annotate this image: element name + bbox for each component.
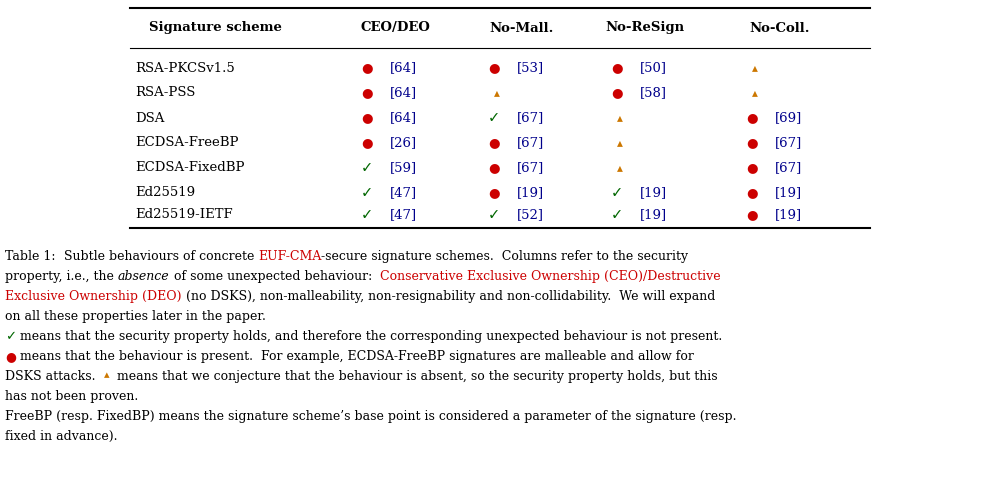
Text: means that the security property holds, and therefore the corresponding unexpect: means that the security property holds, … [16, 330, 722, 343]
Text: ▴: ▴ [752, 87, 758, 99]
Text: ●: ● [362, 137, 374, 149]
Text: ✓: ✓ [488, 111, 500, 125]
Text: ●: ● [611, 62, 623, 74]
Text: has not been proven.: has not been proven. [5, 390, 139, 403]
Text: [53]: [53] [517, 62, 544, 74]
Text: DSKS attacks.: DSKS attacks. [5, 370, 103, 383]
Text: Ed25519: Ed25519 [135, 187, 195, 199]
Text: absence: absence [118, 270, 169, 283]
Text: ●: ● [489, 187, 500, 199]
Text: RSA-PSS: RSA-PSS [135, 87, 195, 99]
Text: [59]: [59] [390, 162, 417, 174]
Text: No-Mall.: No-Mall. [490, 22, 554, 34]
Text: ●: ● [5, 350, 16, 363]
Text: ●: ● [746, 162, 758, 174]
Text: [64]: [64] [390, 112, 417, 124]
Text: Ed25519-IETF: Ed25519-IETF [135, 209, 233, 221]
Text: [64]: [64] [390, 87, 417, 99]
Text: No-Coll.: No-Coll. [750, 22, 811, 34]
Text: ●: ● [746, 187, 758, 199]
Text: Subtle behaviours of concrete: Subtle behaviours of concrete [55, 250, 258, 263]
Text: [67]: [67] [517, 137, 544, 149]
Text: RSA-PKCSv1.5: RSA-PKCSv1.5 [135, 62, 235, 74]
Text: No-ReSign: No-ReSign [606, 22, 685, 34]
Text: CEO/DEO: CEO/DEO [360, 22, 430, 34]
Text: ▴: ▴ [617, 137, 623, 149]
Text: [19]: [19] [640, 187, 667, 199]
Text: [67]: [67] [517, 162, 544, 174]
Text: on all these properties later in the paper.: on all these properties later in the pap… [5, 310, 266, 323]
Text: ECDSA-FreeBP: ECDSA-FreeBP [135, 137, 239, 149]
Text: [19]: [19] [775, 187, 802, 199]
Text: ●: ● [489, 137, 500, 149]
Text: FreeBP (resp. FixedBP) means the signature scheme’s base point is considered a p: FreeBP (resp. FixedBP) means the signatu… [5, 410, 736, 423]
Text: [67]: [67] [775, 162, 803, 174]
Text: DSA: DSA [135, 112, 165, 124]
Text: Table 1:: Table 1: [5, 250, 55, 263]
Text: ▴: ▴ [617, 112, 623, 124]
Text: ▴: ▴ [103, 370, 109, 380]
Text: [67]: [67] [775, 137, 803, 149]
Text: [19]: [19] [517, 187, 544, 199]
Text: [52]: [52] [517, 209, 544, 221]
Text: [64]: [64] [390, 62, 417, 74]
Text: ✓: ✓ [361, 161, 374, 175]
Text: ▴: ▴ [752, 62, 758, 74]
Text: -secure signature schemes.  Columns refer to the security: -secure signature schemes. Columns refer… [321, 250, 689, 263]
Text: ✓: ✓ [610, 207, 623, 222]
Text: ●: ● [362, 87, 374, 99]
Text: ✓: ✓ [488, 207, 500, 222]
Text: EUF-CMA: EUF-CMA [258, 250, 321, 263]
Text: [58]: [58] [640, 87, 667, 99]
Text: (no DSKS), non-malleability, non-resignability and non-collidability.  We will e: (no DSKS), non-malleability, non-resigna… [181, 290, 715, 303]
Text: [47]: [47] [390, 209, 417, 221]
Text: fixed in advance).: fixed in advance). [5, 430, 118, 443]
Text: means that we conjecture that the behaviour is absent, so the security property : means that we conjecture that the behavi… [109, 370, 717, 383]
Text: ▴: ▴ [617, 162, 623, 174]
Text: ●: ● [746, 209, 758, 221]
Text: [50]: [50] [640, 62, 667, 74]
Text: ✓: ✓ [5, 330, 16, 343]
Text: ●: ● [489, 162, 500, 174]
Text: [19]: [19] [775, 209, 802, 221]
Text: of some unexpected behaviour:: of some unexpected behaviour: [169, 270, 380, 283]
Text: ✓: ✓ [610, 186, 623, 200]
Text: ✓: ✓ [361, 186, 374, 200]
Text: ▴: ▴ [495, 87, 500, 99]
Text: ECDSA-FixedBP: ECDSA-FixedBP [135, 162, 245, 174]
Text: [47]: [47] [390, 187, 417, 199]
Text: [67]: [67] [517, 112, 544, 124]
Text: ●: ● [611, 87, 623, 99]
Text: [26]: [26] [390, 137, 417, 149]
Text: ●: ● [746, 112, 758, 124]
Text: means that the behaviour is present.  For example, ECDSA-FreeBP signatures are m: means that the behaviour is present. For… [16, 350, 694, 363]
Text: ●: ● [362, 112, 374, 124]
Text: ●: ● [746, 137, 758, 149]
Text: property, i.e., the: property, i.e., the [5, 270, 118, 283]
Text: Signature scheme: Signature scheme [149, 22, 281, 34]
Text: ✓: ✓ [361, 207, 374, 222]
Text: Exclusive Ownership (DEO): Exclusive Ownership (DEO) [5, 290, 181, 303]
Text: ●: ● [489, 62, 500, 74]
Text: [69]: [69] [775, 112, 803, 124]
Text: ●: ● [362, 62, 374, 74]
Text: Conservative Exclusive Ownership (CEO)/Destructive: Conservative Exclusive Ownership (CEO)/D… [380, 270, 720, 283]
Text: [19]: [19] [640, 209, 667, 221]
